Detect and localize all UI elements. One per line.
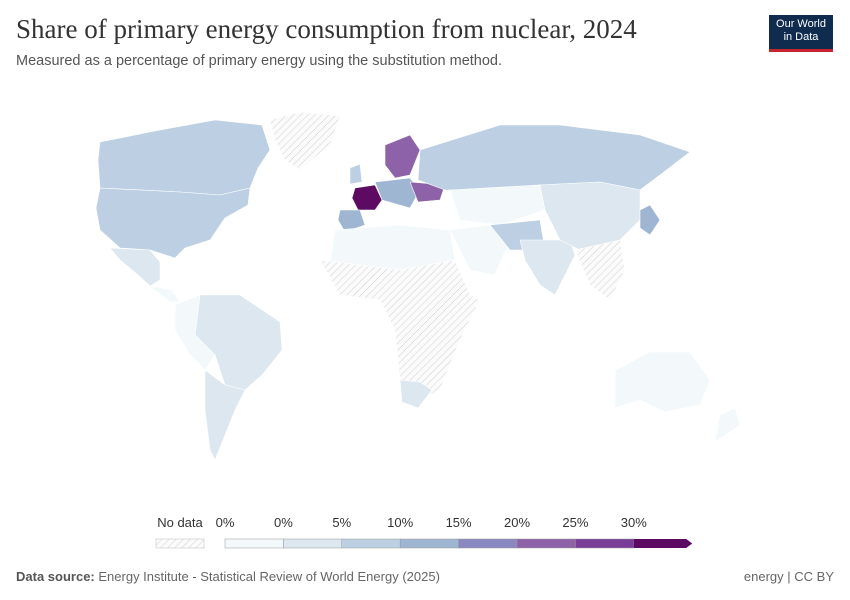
india[interactable] xyxy=(519,239,576,296)
africa[interactable] xyxy=(319,259,481,401)
uk[interactable] xyxy=(349,163,363,185)
central-america[interactable] xyxy=(149,285,181,303)
greenland[interactable] xyxy=(269,111,341,171)
russia[interactable] xyxy=(417,124,691,191)
logo-line: in Data xyxy=(783,31,819,43)
world-map xyxy=(95,111,741,461)
middle-east[interactable] xyxy=(449,224,511,276)
legend-tick-label: 5% xyxy=(332,515,351,530)
logo-line: Our World xyxy=(776,18,826,30)
new-zealand[interactable] xyxy=(714,407,741,443)
legend-no-data-swatch[interactable] xyxy=(155,538,205,549)
se-asia[interactable] xyxy=(574,239,626,301)
legend-swatch[interactable] xyxy=(341,538,401,549)
legend-swatch[interactable] xyxy=(283,538,343,549)
legend-no-data-label: No data xyxy=(157,515,203,530)
scandinavia[interactable] xyxy=(384,134,421,179)
footer-license: energy | CC BY xyxy=(743,569,834,584)
australia[interactable] xyxy=(614,351,711,413)
argentina[interactable] xyxy=(204,369,246,461)
legend-tick-label: 15% xyxy=(446,515,472,530)
legend: No data 0% 0% 5% 10% 15% 20% 25% 30% xyxy=(155,515,693,549)
legend-swatch[interactable] xyxy=(458,538,518,549)
footer-source: Data source: Energy Institute - Statisti… xyxy=(16,569,440,584)
legend-swatch[interactable] xyxy=(575,538,635,549)
south-africa[interactable] xyxy=(399,379,433,409)
central-europe[interactable] xyxy=(374,177,421,209)
usa[interactable] xyxy=(95,187,251,259)
title: Share of primary energy consumption from… xyxy=(16,14,637,44)
legend-tick-label: 30% xyxy=(621,515,647,530)
south-america-west[interactable] xyxy=(174,294,216,371)
legend-tick-label: 0% xyxy=(216,515,235,530)
legend-swatch[interactable] xyxy=(399,538,459,549)
source-label: Data source: xyxy=(16,569,95,584)
legend-swatch[interactable] xyxy=(516,538,576,549)
canada[interactable] xyxy=(97,119,271,196)
central-asia[interactable] xyxy=(449,184,546,226)
logo[interactable]: Our World in Data xyxy=(769,15,833,52)
legend-tick-label: 0% xyxy=(274,515,293,530)
legend-tick-label: 25% xyxy=(562,515,588,530)
legend-tick-label: 20% xyxy=(504,515,530,530)
korea-japan[interactable] xyxy=(639,204,661,236)
subtitle: Measured as a percentage of primary ener… xyxy=(16,53,503,69)
france[interactable] xyxy=(351,184,383,211)
legend-swatch[interactable] xyxy=(224,538,284,549)
source: Energy Institute - Statistical Review of… xyxy=(98,569,440,584)
mexico[interactable] xyxy=(109,247,161,287)
legend-tick-label: 10% xyxy=(387,515,413,530)
legend-swatch[interactable] xyxy=(633,539,693,548)
